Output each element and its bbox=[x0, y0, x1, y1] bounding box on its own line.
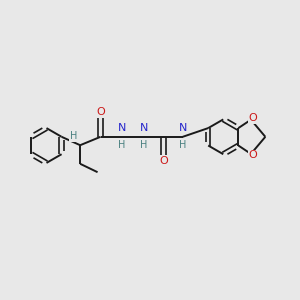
Text: H: H bbox=[118, 140, 126, 150]
Text: O: O bbox=[96, 107, 105, 117]
Text: O: O bbox=[159, 156, 168, 167]
Text: N: N bbox=[140, 123, 148, 134]
Text: H: H bbox=[140, 140, 148, 150]
Text: H: H bbox=[70, 131, 77, 141]
Text: N: N bbox=[118, 123, 126, 134]
Text: H: H bbox=[179, 140, 187, 150]
Text: O: O bbox=[248, 113, 257, 124]
Text: O: O bbox=[248, 150, 257, 160]
Text: N: N bbox=[178, 123, 187, 134]
